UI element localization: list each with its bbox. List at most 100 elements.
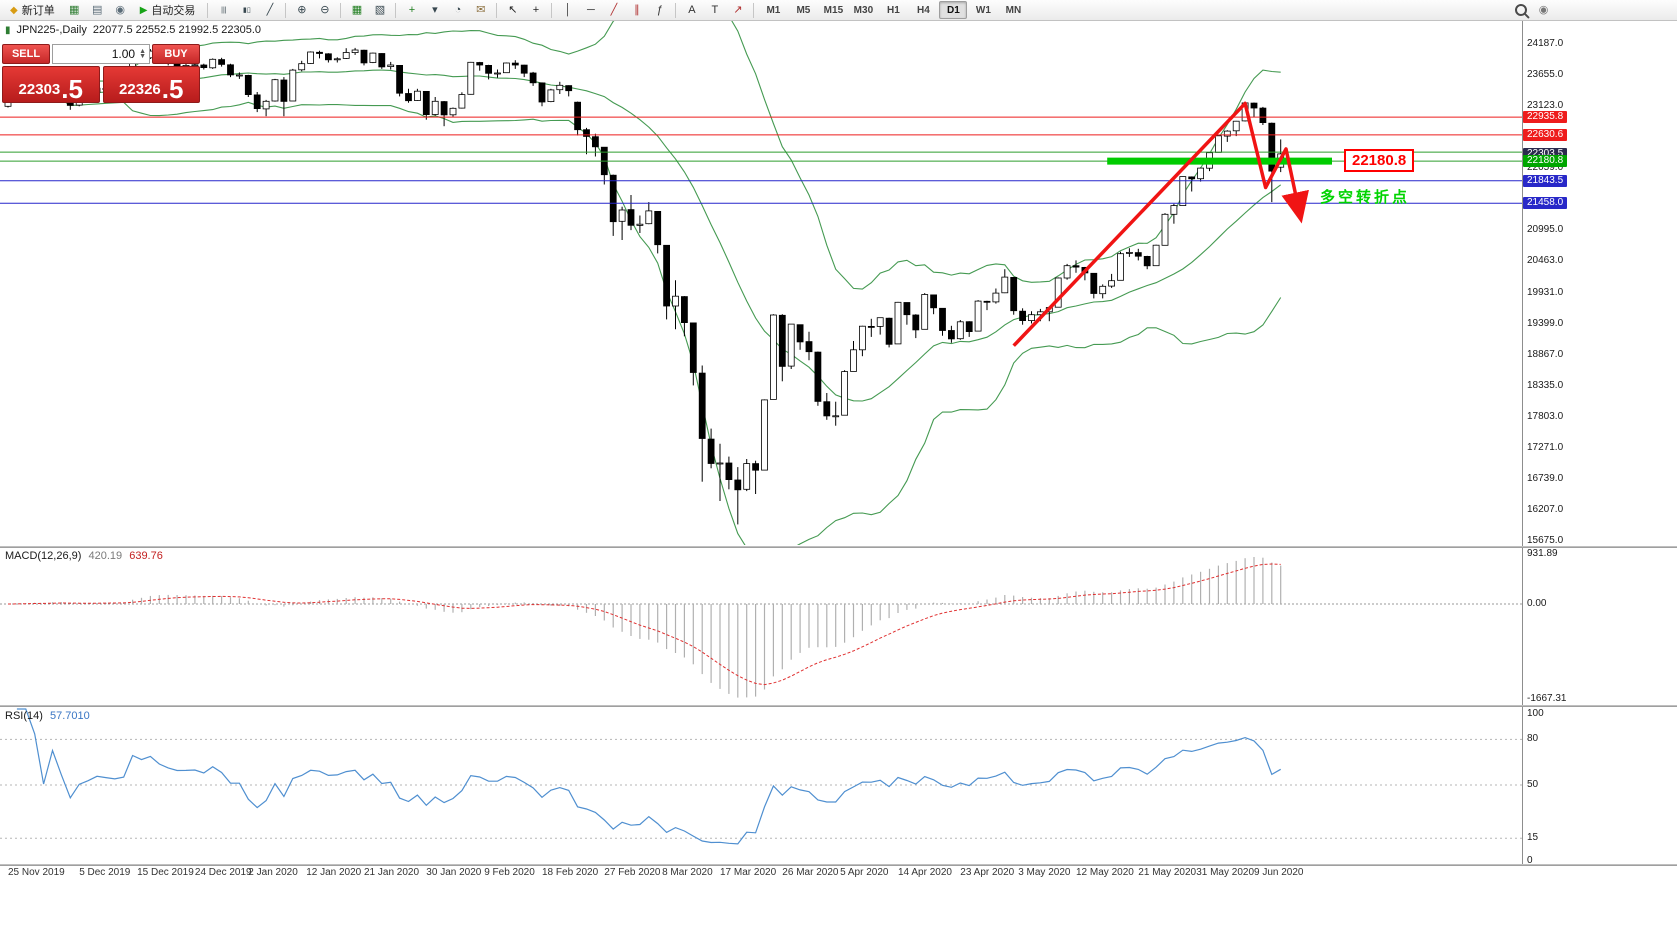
new-order-icon: ◆ (10, 4, 18, 16)
date-tick: 9 Feb 2020 (484, 867, 535, 878)
date-tick: 18 Feb 2020 (542, 867, 599, 878)
date-tick: 17 Mar 2020 (720, 867, 777, 878)
mail-icon[interactable]: ✉ (476, 3, 486, 16)
date-tick: 2 Jan 2020 (248, 867, 298, 878)
date-tick: 12 May 2020 (1076, 867, 1134, 878)
price-tick: 20463.0 (1527, 255, 1564, 267)
timeframe-button-mn[interactable]: MN (1005, 4, 1022, 16)
sound-icon[interactable]: ◉ (115, 3, 125, 16)
volume-down-icon[interactable]: ▼ (139, 53, 146, 60)
rsi-label: RSI(14) 57.7010 (5, 710, 90, 722)
price-level-tag[interactable]: 22180.8 (1344, 149, 1415, 172)
sell-button[interactable]: SELL (2, 44, 50, 64)
date-tick: 12 Jan 2020 (306, 867, 362, 878)
arrange-windows-icon[interactable]: ▧ (374, 3, 386, 16)
new-order-button[interactable]: ◆ 新订单 (3, 1, 62, 20)
price-tick: 23655.0 (1527, 69, 1564, 81)
vertical-line-icon[interactable]: │ (564, 3, 572, 16)
date-tick: 3 May 2020 (1018, 867, 1071, 878)
price-tick: 18335.0 (1527, 379, 1564, 391)
price-tick: 18867.0 (1527, 348, 1564, 360)
sell-price-frac: .5 (61, 73, 83, 104)
new-chart-icon[interactable]: + (408, 3, 416, 16)
chart-dropdown-icon[interactable]: ▾ (432, 3, 438, 16)
rsi-value: 57.7010 (49, 710, 90, 722)
horizontal-line-icon[interactable]: ─ (587, 3, 595, 16)
price-tick: 17803.0 (1527, 410, 1564, 422)
price-tick: 19931.0 (1527, 286, 1564, 298)
macd-scale-tick: 0.00 (1527, 598, 1547, 609)
price-tick: 22059.0 (1527, 162, 1564, 174)
volume-up-icon[interactable]: ▲ (139, 48, 146, 55)
timeframe-button-w1[interactable]: W1 (975, 4, 991, 16)
price-marker: 21843.5 (1523, 174, 1568, 187)
candlestick-chart-icon[interactable]: ▮▯ (243, 6, 251, 14)
label-icon[interactable]: T (711, 3, 719, 16)
text-icon[interactable]: A (688, 3, 696, 16)
trendline-icon[interactable]: ╱ (610, 3, 618, 16)
main-toolbar: ◆ 新订单 ▦ ▤ ◉ ▶ 自动交易 ||| ▮▯ ╱ ⊕ ⊖ ▦ ▧ + ▾ ◔ ✉ ↖ + │ ─ ╱ ∥ ƒ A T ↗ M1 M5… (0, 0, 1677, 21)
date-tick: 31 May 2020 (1196, 867, 1255, 878)
buy-button[interactable]: BUY (152, 44, 200, 64)
cursor-icon[interactable]: ↖ (508, 3, 518, 16)
channel-icon[interactable]: ∥ (634, 3, 640, 16)
date-tick: 15 Dec 2019 (137, 867, 194, 878)
volume-stepper[interactable]: ▲ ▼ (139, 48, 146, 60)
timeframe-button-m1[interactable]: M1 (766, 4, 781, 16)
price-tick: 15675.0 (1527, 535, 1564, 546)
date-tick: 8 Mar 2020 (662, 867, 713, 878)
price-marker: 22180.8 (1523, 155, 1568, 168)
rsi-scale-tick: 100 (1527, 708, 1544, 719)
buy-price-tile[interactable]: 22326 .5 (102, 66, 200, 104)
tile-windows-icon[interactable]: ▦ (351, 3, 363, 16)
one-click-trading-panel: SELL 1.00 ▲ ▼ BUY 22303 .5 22326 .5 (2, 44, 200, 103)
bar-chart-icon[interactable]: ||| (221, 6, 227, 14)
buy-price-main: 22326 (119, 81, 161, 99)
rsi-scale-tick: 15 (1527, 832, 1539, 844)
search-icon-glyph (1514, 4, 1527, 16)
macd-signal-value: 639.76 (129, 550, 163, 562)
community-icon[interactable]: ◉ (1538, 3, 1549, 16)
sell-price-tile[interactable]: 22303 .5 (2, 66, 100, 103)
rsi-scale-tick: 50 (1527, 779, 1539, 790)
arrows-icon[interactable]: ↗ (733, 3, 743, 16)
price-marker: 22630.6 (1523, 128, 1568, 141)
date-tick: 5 Dec 2019 (79, 867, 131, 878)
toolbar-separator (753, 2, 755, 18)
search-icon[interactable] (1510, 1, 1531, 20)
timeframe-button-m15[interactable]: M15 (823, 4, 844, 16)
clock-icon[interactable]: ◔ (454, 3, 462, 16)
date-tick: 25 Nov 2019 (8, 867, 65, 878)
timeframe-button-m5[interactable]: M5 (796, 4, 811, 16)
zoom-in-icon[interactable]: ⊕ (297, 3, 307, 16)
buy-price-frac: .5 (161, 73, 184, 104)
macd-scale-tick: -1667.31 (1527, 692, 1567, 704)
price-marker: 22935.8 (1523, 111, 1568, 124)
timeframe-button-d1[interactable]: D1 (939, 1, 968, 19)
sell-price-main: 22303 (18, 81, 61, 99)
volume-input[interactable]: 1.00 ▲ ▼ (52, 44, 150, 64)
crosshair-icon[interactable]: + (532, 3, 540, 16)
fibonacci-icon[interactable]: ƒ (656, 3, 663, 16)
price-tick: 20995.0 (1527, 224, 1564, 236)
new-order-button-label: 新订单 (21, 5, 55, 17)
profiles-icon[interactable]: ▤ (92, 3, 103, 16)
macd-rsi-splitter[interactable] (0, 705, 1677, 707)
date-tick: 21 May 2020 (1138, 867, 1197, 878)
price-tick: 16207.0 (1527, 503, 1564, 515)
price-scale-separator (1522, 21, 1523, 866)
date-tick: 27 Feb 2020 (604, 867, 661, 878)
charts-icon[interactable]: ▦ (69, 3, 80, 16)
timeframe-button-h1[interactable]: H1 (887, 4, 900, 16)
toolbar-separator (340, 2, 342, 18)
auto-trading-button[interactable]: ▶ 自动交易 (133, 1, 203, 20)
timeframe-button-m30[interactable]: M30 (853, 4, 874, 16)
timeframe-button-h4[interactable]: H4 (917, 4, 930, 16)
zoom-out-icon[interactable]: ⊖ (320, 3, 330, 16)
toolbar-separator (551, 2, 553, 18)
rsi-timescale-splitter[interactable] (0, 864, 1677, 866)
main-macd-splitter[interactable] (0, 546, 1677, 548)
line-chart-icon[interactable]: ╱ (266, 3, 274, 16)
